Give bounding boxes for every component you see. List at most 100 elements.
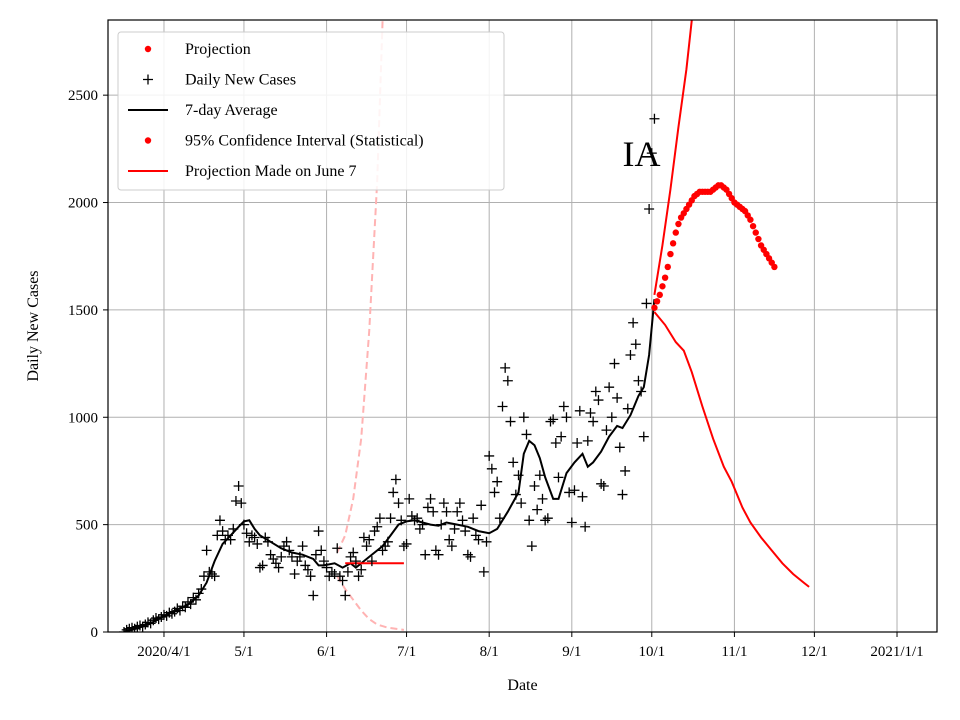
series-line-7-day-average — [123, 299, 656, 632]
data-point-plus — [505, 416, 516, 427]
data-point-plus — [158, 609, 169, 620]
data-point-plus — [396, 515, 407, 526]
data-point-plus — [273, 562, 284, 573]
data-point-plus — [190, 594, 201, 605]
data-point-plus — [476, 500, 487, 511]
data-point-plus — [118, 627, 129, 632]
series-line-projection-made-on-june-7-lower-ci — [336, 575, 405, 631]
data-point-plus — [337, 575, 348, 586]
data-point-plus — [348, 547, 359, 558]
data-point-plus — [422, 502, 433, 513]
data-point-plus — [540, 515, 551, 526]
data-point-plus — [164, 607, 175, 618]
data-point-plus — [230, 496, 241, 507]
data-point-dot — [653, 298, 661, 305]
legend-item: 95% Confidence Interval (Statistical) — [144, 133, 424, 150]
data-point-plus — [297, 541, 308, 552]
legend-label: Daily New Cases — [185, 72, 296, 89]
y-tick-label: 2500 — [68, 88, 98, 104]
data-point-plus — [302, 564, 313, 575]
data-point-plus — [404, 493, 415, 504]
data-point-plus — [614, 442, 625, 453]
data-point-plus — [126, 622, 137, 632]
data-point-dot — [672, 229, 679, 236]
data-point-plus — [524, 515, 535, 526]
series-95-confidence-interval-upper-statistical — [653, 20, 693, 296]
data-point-plus — [222, 530, 233, 541]
series-projection — [651, 182, 778, 311]
legend-marker-plus — [143, 74, 153, 85]
data-point-plus — [228, 523, 239, 534]
data-point-plus — [558, 401, 569, 412]
data-point-plus — [166, 608, 177, 619]
data-point-plus — [278, 541, 289, 552]
data-point-plus — [380, 541, 391, 552]
x-tick-label: 2020/4/1 — [137, 644, 190, 660]
data-point-plus — [292, 556, 303, 567]
data-point-plus — [644, 203, 655, 214]
data-point-plus — [438, 498, 449, 509]
data-point-plus — [156, 611, 167, 622]
data-point-plus — [446, 541, 457, 552]
series-projection-made-on-june-7-lower-ci — [336, 575, 405, 631]
data-point-plus — [249, 532, 260, 543]
data-point-plus — [388, 487, 399, 498]
data-point-plus — [140, 619, 151, 630]
data-point-plus — [364, 534, 375, 545]
data-point-plus — [345, 551, 356, 562]
data-point-plus — [574, 405, 585, 416]
data-point-plus — [641, 298, 652, 309]
data-point-dot — [664, 263, 671, 271]
data-point-plus — [332, 543, 343, 554]
data-point-plus — [460, 526, 471, 537]
data-point-plus — [569, 485, 580, 496]
data-point-plus — [342, 566, 353, 577]
data-point-plus — [185, 599, 196, 610]
data-point-plus — [188, 592, 199, 603]
data-point-plus — [577, 491, 588, 502]
data-point-plus — [473, 534, 484, 545]
data-point-plus — [620, 465, 631, 476]
data-point-plus — [590, 386, 601, 397]
data-point-dot — [747, 216, 754, 223]
legend: Projection Daily New Cases 7-day Average 95… — [117, 31, 505, 191]
data-point-plus — [436, 519, 447, 530]
data-point-plus — [252, 538, 263, 549]
data-point-plus — [233, 480, 244, 491]
data-point-plus — [217, 526, 228, 537]
data-point-plus — [129, 623, 140, 632]
x-tick-label: 9/1 — [562, 644, 581, 660]
data-point-plus — [612, 392, 623, 403]
data-point-plus — [201, 545, 212, 556]
legend-label: Projection — [185, 41, 251, 58]
legend-item: Projection Made on June 7 — [128, 163, 357, 180]
y-tick-label: 1000 — [68, 410, 98, 426]
series-line-95-confidence-interval-statistical — [653, 311, 810, 588]
axis-ticks: 2020/4/1 5/1 6/1 7/1 8/1 9/1 10/1 11/1 12/1 2021/… — [68, 88, 924, 660]
data-point-dot — [651, 304, 658, 311]
data-point-plus — [313, 526, 324, 537]
data-point-dot — [771, 263, 778, 271]
data-point-plus — [174, 605, 185, 616]
data-point-plus — [468, 513, 479, 524]
data-point-plus — [225, 534, 236, 545]
data-point-plus — [316, 545, 327, 556]
x-tick-label: 10/1 — [638, 644, 665, 660]
x-tick-label: 7/1 — [397, 644, 416, 660]
data-point-plus — [180, 602, 191, 613]
data-point-plus — [329, 569, 340, 580]
data-point-plus — [566, 517, 577, 528]
data-point-plus — [593, 395, 604, 406]
data-point-dot — [669, 240, 677, 247]
data-point-plus — [580, 521, 591, 532]
data-point-plus — [262, 536, 273, 547]
x-tick-label: 6/1 — [317, 644, 336, 660]
data-point-plus — [334, 571, 345, 582]
data-point-dot — [656, 291, 663, 299]
data-point-plus — [246, 530, 257, 541]
data-point-plus — [548, 414, 559, 425]
data-point-plus — [393, 498, 404, 509]
legend-item: Projection — [144, 41, 251, 58]
legend-item: Daily New Cases — [143, 72, 296, 89]
